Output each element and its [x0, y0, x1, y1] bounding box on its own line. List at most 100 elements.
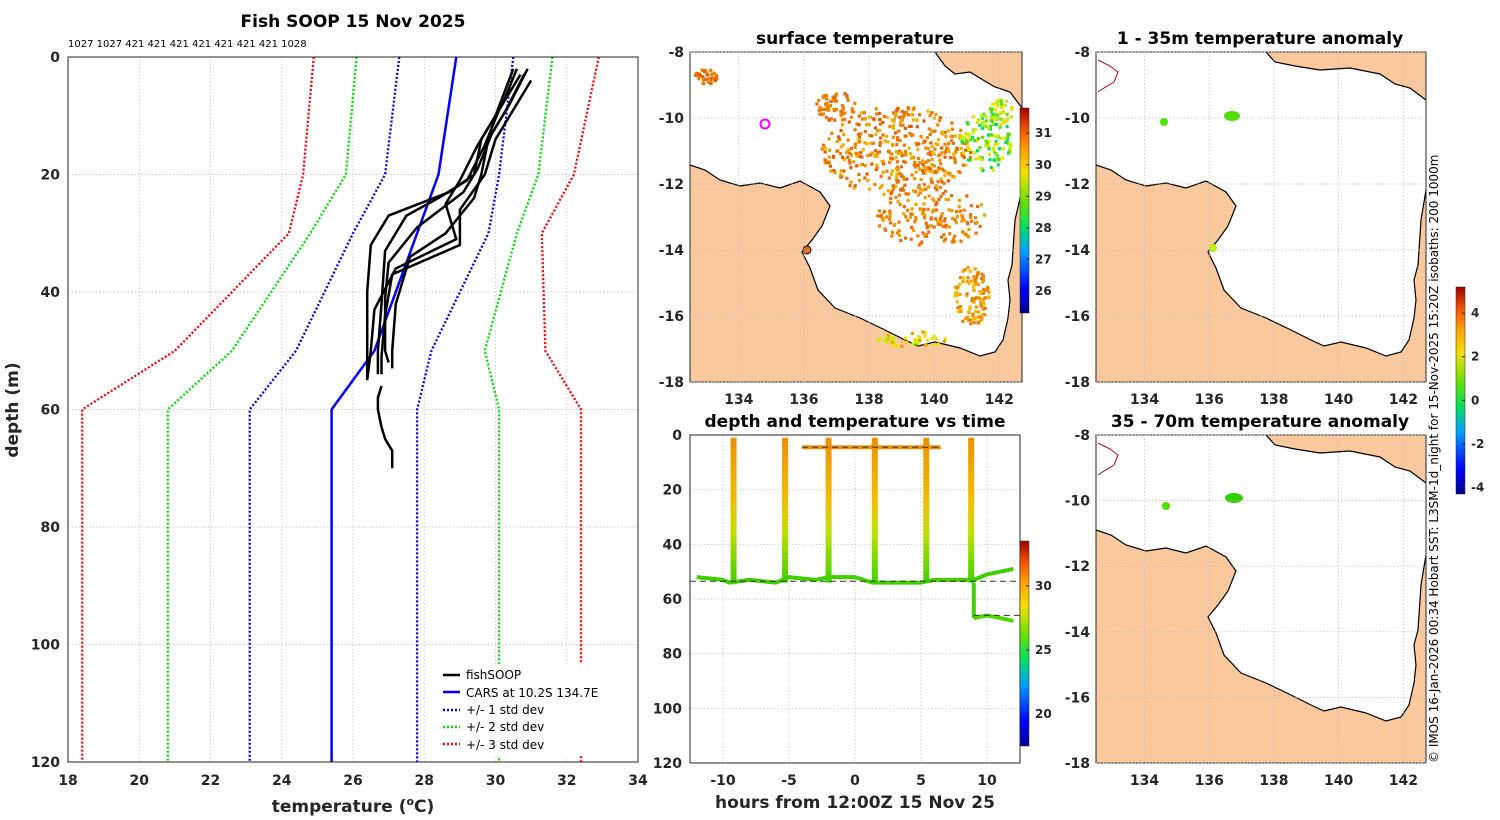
sst-pixel: [904, 110, 908, 114]
sst-pixel: [969, 204, 973, 208]
sst-pixel: [960, 140, 964, 144]
sst-pixel: [971, 130, 975, 134]
sst-pixel: [701, 81, 705, 85]
sst-pixel: [953, 218, 957, 222]
sst-pixel: [913, 220, 917, 224]
sst-pixel: [904, 336, 908, 340]
sst-pixel: [900, 110, 904, 114]
sst-pixel: [897, 129, 901, 133]
sst-pixel: [848, 184, 852, 188]
sst-pixel: [926, 165, 930, 169]
sst-ticks: 134 136 138 140 142 -8 -10 -12 -14 -16 -18: [659, 45, 1022, 408]
sst-pixel: [929, 217, 933, 221]
anomaly-shallow-ytick-label: -10: [1065, 111, 1091, 127]
sst-pixel: [849, 180, 853, 184]
sst-pixel: [896, 179, 900, 183]
sst-pixel: [714, 73, 718, 78]
sst-ytick-label: -10: [659, 111, 685, 127]
sst-pixel: [955, 214, 959, 219]
sst-pixel: [845, 94, 849, 98]
sst-pixel: [828, 148, 832, 152]
sst-pixel: [857, 178, 861, 183]
sst-pixel: [918, 161, 922, 165]
sst-pixel: [879, 174, 883, 178]
sst-pixel: [846, 155, 850, 159]
legend-label-std2: +/- 2 std dev: [466, 720, 544, 734]
sst-pixel: [955, 146, 959, 150]
sst-pixel: [996, 163, 1000, 167]
profile-xtick-label: 18: [58, 773, 77, 789]
sst-pixel: [829, 104, 833, 108]
sst-land-south: [690, 165, 1022, 382]
sst-pixel: [913, 337, 917, 342]
sst-pixel: [924, 146, 928, 150]
sst-pixel: [709, 82, 713, 86]
sst-pixel: [902, 153, 906, 157]
sst-pixel: [917, 142, 921, 146]
sst-pixel: [847, 159, 851, 163]
sst-pixel: [863, 164, 867, 168]
sst-pixel: [857, 172, 861, 177]
anomaly-shallow-xtick-label: 142: [1389, 392, 1418, 408]
sst-pixel: [1005, 99, 1009, 103]
depth-time-xtick-label: -5: [781, 773, 797, 789]
sst-pixel: [943, 237, 948, 241]
sst-pixel: [964, 148, 968, 152]
sst-pixel: [980, 272, 984, 276]
sst-pixel: [951, 216, 955, 220]
anomaly-colorbar-tick-label: -2: [1471, 437, 1484, 451]
sst-pixel: [987, 139, 991, 143]
sst-pixel: [895, 172, 899, 176]
sst-pixel: [922, 165, 926, 169]
sst-pixel: [878, 111, 882, 115]
sst-pixel: [958, 305, 962, 309]
sst-pixel: [962, 156, 966, 160]
sst-pixel: [874, 132, 878, 136]
sst-pixel: [839, 113, 843, 117]
sst-pixel: [916, 234, 920, 238]
sst-colorbar-tick-label: 26: [1035, 284, 1052, 298]
sst-pixel: [853, 128, 857, 132]
sst-pixel: [833, 118, 837, 122]
sst-pixel: [891, 169, 895, 173]
profile-xtick-label: 32: [557, 773, 576, 789]
sst-pixel: [921, 171, 925, 175]
sst-pixel: [965, 140, 969, 144]
sst-pixel: [971, 312, 975, 316]
sst-pixel: [972, 288, 976, 293]
sst-pixel: [848, 151, 852, 155]
sst-pixel: [979, 303, 983, 307]
sst-pixel: [891, 126, 896, 130]
sst-ytick-label: -8: [668, 45, 684, 61]
sst-pixel: [870, 162, 874, 166]
sst-pixel: [841, 106, 845, 110]
sst-pixel: [999, 123, 1003, 127]
sst-pixel: [934, 170, 938, 175]
sst-pixel: [901, 175, 905, 179]
sst-pixel: [916, 186, 920, 190]
sst-pixel: [904, 192, 908, 196]
sst-pixel: [1008, 147, 1012, 151]
sst-pixel: [985, 141, 989, 145]
depth-time-ytick-label: 40: [663, 537, 683, 553]
sst-pixel: [868, 187, 872, 191]
sst-pixel: [986, 133, 991, 137]
sst-pixel: [926, 152, 930, 156]
sst-pixel: [863, 130, 867, 134]
depth-time-cast: [968, 437, 975, 583]
anomaly-point: [1162, 502, 1170, 510]
sst-pixel: [936, 342, 940, 346]
sst-pixel: [849, 146, 854, 151]
sst-pixel: [905, 177, 909, 181]
sst-pixel: [889, 156, 893, 160]
sst-pixel: [853, 142, 857, 146]
sst-pixel: [913, 160, 917, 164]
sst-pixel: [960, 135, 964, 139]
sst-pixel: [973, 278, 978, 282]
sst-pixel: [921, 188, 926, 192]
anomaly-deep-ytick-label: -18: [1065, 756, 1090, 772]
sst-pixel: [1002, 120, 1006, 124]
sst-pixel: [934, 112, 938, 117]
sst-pixel: [825, 97, 829, 101]
sst-pixel: [913, 165, 917, 169]
